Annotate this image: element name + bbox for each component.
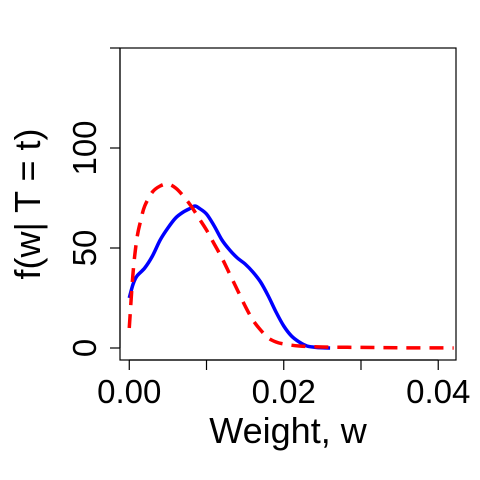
series-line-1 (127, 204, 331, 350)
y-axis-title: f(w| T = t) (7, 128, 48, 279)
series-line-2 (127, 182, 454, 350)
x-axis-title: Weight, w (209, 410, 367, 451)
x-tick-label: 0.00 (97, 373, 161, 410)
x-axis: 0.00 0.02 0.04 (97, 359, 470, 410)
plot-frame (119, 47, 457, 361)
y-tick-label: 0 (66, 339, 103, 357)
x-tick-label: 0.04 (406, 373, 470, 410)
series-layer (127, 182, 454, 350)
y-tick-label: 50 (66, 230, 103, 267)
y-axis: 0 50 100 (66, 47, 121, 357)
y-tick-label: 100 (66, 120, 103, 175)
x-tick-label: 0.02 (252, 373, 316, 410)
